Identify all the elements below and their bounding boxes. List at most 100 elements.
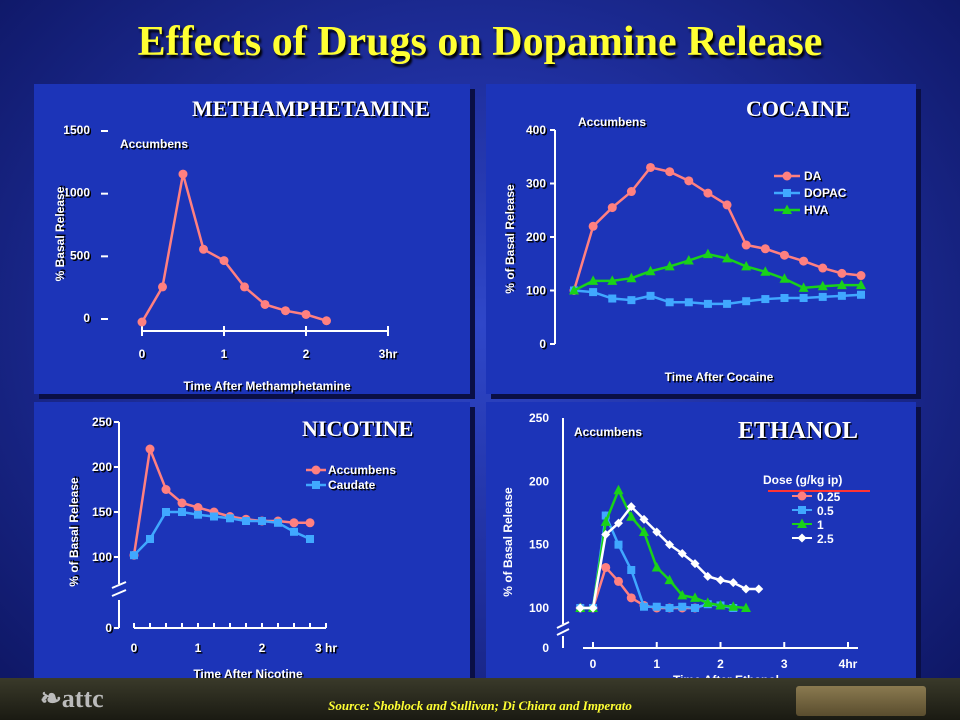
data-point — [742, 297, 751, 306]
chart-title: METHAMPHETAMINE — [192, 96, 430, 121]
data-point — [177, 498, 187, 508]
y-tick-label-shadow: 0 — [541, 339, 548, 353]
y-tick-label: 100 — [526, 284, 546, 298]
data-point — [627, 296, 636, 305]
y-axis-label-shadow: % Basal Release — [55, 185, 69, 280]
annotation: Accumbens — [578, 115, 646, 129]
data-point — [194, 510, 202, 519]
series-line-0 — [132, 444, 310, 556]
x-tick-label-shadow: 0 — [140, 349, 147, 363]
data-point — [799, 256, 809, 266]
y-tick-label-shadow: 1500 — [65, 125, 92, 139]
data-point — [626, 511, 637, 521]
data-point — [741, 602, 751, 612]
x-tick-label-shadow: 3 hr — [316, 643, 338, 657]
data-point — [760, 266, 771, 276]
data-point — [684, 298, 693, 307]
data-point — [626, 502, 636, 512]
data-point — [130, 551, 138, 560]
y-axis-label: % of Basal Release — [67, 477, 81, 587]
legend-marker — [782, 171, 792, 181]
data-point — [607, 275, 618, 285]
y-tick-label: 0 — [539, 337, 546, 351]
data-point — [178, 508, 186, 516]
x-tick-label-shadow: 1 — [196, 643, 203, 657]
data-point — [601, 562, 611, 572]
data-point — [837, 291, 846, 300]
data-point — [305, 518, 315, 528]
x-tick-label-shadow: 0 — [132, 643, 139, 657]
x-tick-label-shadow: 2 — [260, 643, 267, 657]
annotation: Accumbens — [120, 137, 188, 151]
y-tick-label: 250 — [529, 411, 549, 425]
legend-marker — [311, 465, 321, 475]
data-point — [646, 291, 655, 300]
x-tick-label: 2 — [259, 641, 266, 655]
chart-title: COCAINE — [746, 96, 850, 121]
legend-label: Caudate — [328, 478, 376, 492]
chart-title: ETHANOL — [738, 418, 858, 444]
legend-label: HVA — [804, 203, 829, 217]
data-point — [683, 255, 694, 265]
y-axis-label: % Basal Release — [53, 186, 67, 281]
data-point — [665, 604, 674, 612]
data-point — [761, 295, 770, 304]
legend-label: 0.5 — [817, 504, 834, 518]
y-tick-label-shadow: 150 — [93, 507, 113, 521]
data-point — [639, 514, 649, 524]
series-line-2 — [573, 252, 861, 292]
legend-marker — [783, 189, 791, 197]
data-point — [589, 288, 598, 297]
data-point — [607, 203, 617, 213]
data-point — [290, 527, 298, 536]
x-tick-label: 0 — [139, 347, 146, 361]
annotation-shadow: Accumbens — [576, 427, 644, 441]
x-tick-label: 1 — [653, 657, 660, 671]
axis-break-mark — [111, 581, 127, 589]
data-point — [614, 576, 623, 586]
x-tick-label: 4hr — [839, 657, 858, 671]
data-point — [601, 511, 610, 520]
x-tick-label: 1 — [221, 347, 228, 361]
data-point — [614, 540, 623, 549]
y-axis-label: % of Basal Release — [501, 487, 515, 597]
data-point — [665, 540, 674, 550]
data-point — [665, 167, 675, 177]
legend-label: 2.5 — [817, 532, 834, 546]
axis-break-mark — [556, 621, 570, 629]
y-tick-label: 150 — [529, 538, 549, 552]
y-axis-label-shadow: % of Basal Release — [505, 182, 519, 292]
data-point — [242, 517, 250, 525]
panel-nicotine: NICOTINE NICOTINE 0 0 100 100 150 150 200 200 250 2… — [34, 402, 470, 688]
data-point — [664, 260, 675, 271]
partner-logo — [796, 686, 926, 716]
data-point — [722, 252, 733, 263]
legend-marker — [797, 533, 807, 543]
data-point — [817, 280, 828, 291]
x-tick-label-shadow: 1 — [222, 349, 229, 363]
legend-marker — [782, 204, 792, 214]
chart-title-shadow: COCAINE — [748, 98, 852, 123]
data-point — [837, 268, 847, 278]
data-point — [146, 535, 154, 543]
data-point — [306, 535, 314, 543]
data-point — [569, 285, 579, 295]
data-point — [754, 584, 764, 594]
legend-label-shadow: DOPAC — [806, 188, 849, 202]
legend-label-shadow: Caudate — [330, 480, 378, 494]
y-tick-label: 1000 — [63, 186, 90, 200]
y-tick-label-shadow: 1000 — [65, 187, 92, 201]
y-tick-label-shadow: 0 — [107, 623, 114, 637]
y-tick-label-shadow: 0 — [85, 313, 92, 327]
legend-label-shadow: DA — [806, 171, 824, 185]
data-point — [588, 275, 599, 285]
x-tick-label-shadow: 3hr — [380, 349, 399, 363]
data-point — [322, 316, 331, 326]
legend-label: Accumbens — [328, 463, 396, 477]
data-point — [145, 444, 155, 454]
y-tick-label: 0 — [542, 641, 549, 655]
legend-label: 0.25 — [817, 490, 841, 504]
legend-title: Dose (g/kg ip) — [763, 473, 842, 487]
data-point — [690, 592, 700, 602]
data-point — [161, 485, 171, 494]
